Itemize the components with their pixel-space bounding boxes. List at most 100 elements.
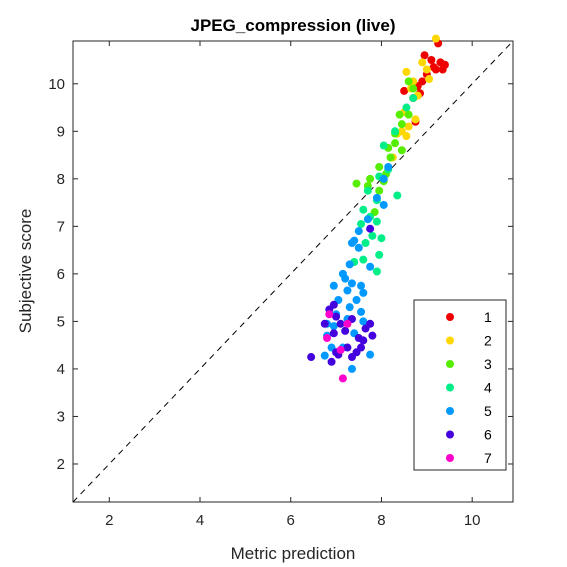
data-point (427, 56, 436, 65)
data-point (372, 217, 381, 226)
data-point (384, 162, 393, 171)
data-point (347, 279, 356, 288)
data-point (350, 236, 359, 245)
series-2 (388, 34, 440, 162)
y-tick-label: 2 (57, 456, 65, 473)
legend-marker (446, 336, 454, 345)
data-point (402, 67, 411, 76)
data-point (409, 84, 418, 93)
legend-marker (446, 430, 454, 439)
data-point (372, 267, 381, 276)
data-point (404, 122, 413, 131)
data-point (429, 63, 438, 72)
y-tick-label: 10 (48, 76, 65, 93)
data-point (352, 296, 361, 305)
x-tick-label: 2 (105, 512, 113, 529)
data-point (379, 141, 388, 150)
legend-marker (446, 360, 454, 368)
legend-label: 5 (484, 403, 492, 419)
data-point (343, 286, 352, 295)
data-point (325, 310, 334, 319)
data-point (425, 75, 434, 84)
data-point (320, 319, 329, 328)
data-point (397, 146, 406, 155)
data-point (329, 322, 338, 331)
data-point (420, 51, 429, 60)
data-point (391, 139, 400, 148)
data-point (397, 120, 406, 129)
data-point (379, 200, 388, 209)
data-point (359, 288, 368, 297)
plot-area: 2 4 6 8 10 2 3 4 5 6 7 8 9 10 (48, 34, 514, 529)
y-ticks: 2 3 4 5 6 7 8 9 10 (48, 76, 513, 473)
x-tick-label: 10 (464, 512, 481, 529)
data-point (379, 174, 388, 183)
x-tick-label: 4 (196, 512, 204, 529)
data-point (377, 234, 386, 243)
data-point (359, 317, 368, 326)
series-6 (307, 224, 377, 366)
data-point (352, 179, 361, 188)
data-point (366, 174, 375, 183)
data-point (343, 343, 352, 352)
data-point (368, 331, 377, 340)
data-point (357, 307, 366, 316)
legend-box (413, 299, 507, 471)
data-point (397, 127, 406, 136)
chart-title: JPEG_compression (live) (190, 16, 395, 35)
y-tick-label: 5 (57, 313, 65, 330)
x-axis-label: Metric prediction (231, 544, 356, 563)
data-points (307, 34, 449, 383)
data-point (393, 191, 402, 200)
data-point (336, 319, 345, 328)
legend-marker (446, 454, 454, 462)
data-point (338, 374, 347, 383)
data-point (375, 186, 384, 195)
y-tick-label: 6 (57, 266, 65, 283)
data-point (361, 238, 370, 247)
series-4 (350, 94, 418, 276)
data-point (336, 345, 345, 354)
data-point (402, 103, 411, 112)
data-point (332, 312, 341, 321)
x-tick-label: 8 (377, 512, 385, 529)
data-point (400, 86, 409, 95)
data-point (329, 281, 338, 290)
data-point (307, 353, 316, 362)
data-point (354, 243, 363, 252)
data-point (422, 65, 431, 74)
series-1 (400, 39, 449, 126)
data-point (431, 34, 440, 43)
data-point (347, 364, 356, 373)
y-tick-label: 7 (57, 218, 65, 235)
legend-label: 6 (484, 427, 492, 443)
data-point (341, 326, 350, 335)
data-point (357, 219, 366, 228)
legend-label: 4 (484, 380, 492, 396)
legend-marker (446, 407, 454, 415)
data-point (404, 77, 413, 86)
data-point (359, 255, 368, 264)
y-tick-label: 9 (57, 123, 65, 140)
series-7 (323, 310, 352, 383)
data-point (411, 115, 420, 124)
data-point (438, 65, 447, 74)
data-point (343, 319, 352, 328)
data-point (352, 348, 361, 357)
data-point (404, 110, 413, 119)
data-point (395, 110, 404, 119)
legend-label: 3 (484, 356, 492, 372)
data-point (327, 357, 336, 366)
legend: 1 2 3 4 5 6 7 (413, 299, 507, 471)
y-tick-label: 3 (57, 408, 65, 425)
data-point (357, 281, 366, 290)
legend-label: 7 (484, 450, 492, 466)
data-point (345, 260, 354, 269)
y-tick-label: 8 (57, 171, 65, 188)
data-point (391, 127, 400, 136)
data-point (345, 303, 354, 312)
data-point (354, 227, 363, 236)
data-point (329, 329, 338, 338)
data-point (368, 231, 377, 240)
